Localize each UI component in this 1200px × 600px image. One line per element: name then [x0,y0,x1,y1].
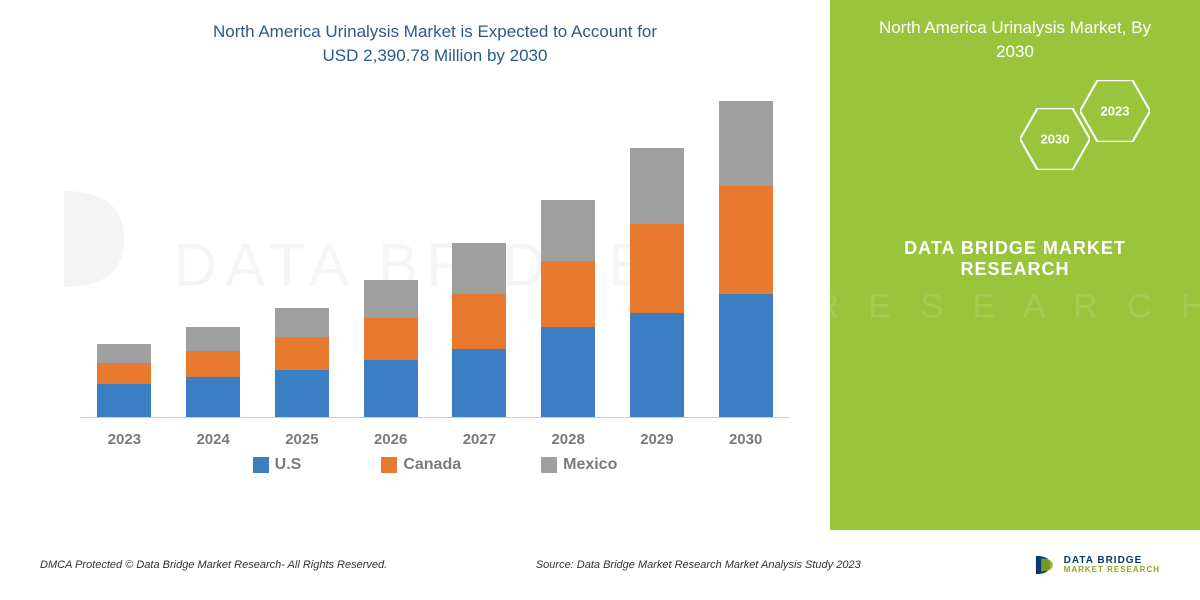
x-axis-label: 2024 [183,431,243,448]
bar-stack [630,148,684,416]
x-axis-label: 2028 [538,431,598,448]
bar-stack [275,308,329,416]
x-axis-label: 2029 [627,431,687,448]
bar-segment-canada [275,337,329,370]
hexagon-2023: 2023 [1080,80,1150,142]
bar-group [538,200,598,416]
bar-segment-us [630,313,684,417]
bar-stack [186,327,240,416]
side-watermark: R E S E A R C H [830,288,1200,327]
x-axis-labels: 2023 2024 2025 2026 2027 2028 2029 2030 [80,431,790,448]
chart-panel: DATA BRIDGE North America Urinalysis Mar… [0,0,830,530]
bar-segment-us [186,377,240,417]
legend-item: U.S [253,456,302,474]
bar-segment-mexico [541,200,595,261]
bar-segment-mexico [719,101,773,186]
legend-item: Canada [381,456,461,474]
legend-label: Mexico [563,456,617,474]
bar-stack [452,243,506,417]
x-axis-label: 2030 [716,431,776,448]
bar-segment-us [719,294,773,416]
chart-title-line1: North America Urinalysis Market is Expec… [213,22,657,41]
bar-group [716,101,776,416]
bridge-icon [1032,552,1058,578]
hex-label-1: 2030 [1041,132,1070,147]
footer-logo-text: DATA BRIDGE MARKET RESEARCH [1064,555,1160,575]
bar-group [183,327,243,416]
legend-swatch [381,457,397,473]
bar-segment-us [541,327,595,416]
bar-segment-mexico [186,327,240,351]
bar-stack [719,101,773,416]
bar-segment-us [452,349,506,417]
footer-copyright: DMCA Protected © Data Bridge Market Rese… [40,559,536,571]
side-title-line2: 2030 [996,42,1034,61]
bar-segment-us [275,370,329,417]
legend-swatch [253,457,269,473]
side-panel-title: North America Urinalysis Market, By 2030 [830,0,1200,68]
legend-swatch [541,457,557,473]
bar-segment-mexico [630,148,684,223]
footer-source: Source: Data Bridge Market Research Mark… [536,559,1032,571]
bar-stack [364,280,418,416]
bars-row [80,98,790,418]
legend-item: Mexico [541,456,617,474]
x-axis-label: 2023 [94,431,154,448]
legend-label: U.S [275,456,302,474]
bar-segment-mexico [364,280,418,318]
bar-segment-us [97,384,151,417]
bar-stack [541,200,595,416]
bar-segment-canada [630,224,684,313]
bar-group [627,148,687,416]
footer: DMCA Protected © Data Bridge Market Rese… [0,530,1200,600]
bar-stack [97,344,151,416]
x-axis-label: 2027 [449,431,509,448]
x-axis-label: 2025 [272,431,332,448]
footer-logo-bottom: MARKET RESEARCH [1064,566,1160,575]
side-brand-line1: DATA BRIDGE MARKET [904,238,1126,258]
chart-title-line2: USD 2,390.78 Million by 2030 [323,46,548,65]
bar-segment-us [364,360,418,416]
main-container: DATA BRIDGE North America Urinalysis Mar… [0,0,1200,530]
bar-segment-mexico [452,243,506,295]
chart-area: 2023 2024 2025 2026 2027 2028 2029 2030 [80,88,790,448]
bar-segment-canada [97,363,151,384]
bar-segment-canada [541,261,595,327]
bar-segment-canada [452,294,506,349]
x-axis-label: 2026 [361,431,421,448]
bar-group [272,308,332,416]
hex-label-2: 2023 [1101,104,1130,119]
bar-group [361,280,421,416]
chart-title: North America Urinalysis Market is Expec… [60,20,810,68]
chart-legend: U.S Canada Mexico [60,456,810,474]
bar-segment-canada [186,351,240,377]
bar-segment-canada [364,318,418,360]
side-title-line1: North America Urinalysis Market, By [879,18,1151,37]
bar-group [449,243,509,417]
bar-segment-canada [719,186,773,294]
side-brand-text: DATA BRIDGE MARKET RESEARCH [830,238,1200,280]
bar-segment-mexico [275,308,329,336]
bar-group [94,344,154,416]
legend-label: Canada [403,456,461,474]
side-brand-line2: RESEARCH [960,259,1069,279]
footer-logo: DATA BRIDGE MARKET RESEARCH [1032,552,1160,578]
bar-segment-mexico [97,344,151,363]
side-panel: North America Urinalysis Market, By 2030… [830,0,1200,530]
